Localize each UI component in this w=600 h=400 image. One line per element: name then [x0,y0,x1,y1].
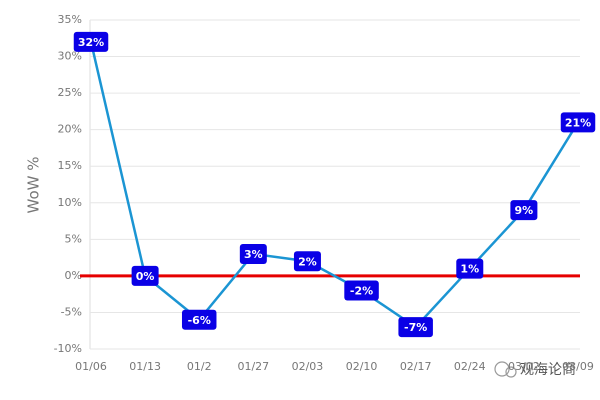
watermark: 观海论商 [520,362,576,378]
x-tick-label: 02/17 [400,360,432,373]
x-tick-label: 02/10 [346,360,378,373]
x-tick-label: 01/2 [187,360,212,373]
value-label-box [560,112,596,133]
value-label-box [398,317,433,338]
value-label: -7% [404,321,427,334]
x-tick-label: 02/03 [292,360,324,373]
value-label-box [456,258,484,279]
value-label-box [73,31,109,52]
y-tick-label: -10% [54,342,82,355]
x-tick-label: 02/24 [454,360,486,373]
y-tick-label: -5% [61,305,82,318]
value-label: -2% [350,285,373,298]
value-label: -6% [188,314,211,327]
x-tick-label: 01/27 [237,360,269,373]
value-label: 0% [136,270,155,283]
value-label: 32% [78,36,104,49]
value-label-box [344,280,379,301]
watermark-icon [494,361,517,378]
y-tick-label: 15% [58,159,82,172]
value-label: 1% [460,263,479,276]
y-tick-label: 5% [65,232,82,245]
value-label-box [181,309,217,330]
value-label-box [131,265,159,286]
value-label-box [293,251,321,272]
x-tick-label: 03/09 [562,360,594,373]
value-label: 2% [298,255,317,268]
value-label: 3% [244,248,263,261]
x-tick-label: 01/06 [75,360,107,373]
y-tick-label: 30% [58,50,82,63]
value-label: 9% [515,204,534,217]
line [89,41,580,329]
value-label-box [510,200,538,221]
y-tick-label: 0% [65,269,82,282]
x-tick-label: 01/13 [129,360,161,373]
y-axis-label: WoW % [25,157,43,214]
y-tick-label: 25% [58,86,82,99]
y-tick-label: 20% [58,123,82,136]
y-tick-label: 35% [58,13,82,26]
x-tick-label: 03/02 [508,360,540,373]
value-label: 21% [565,116,591,129]
value-label-box [239,243,267,264]
y-tick-label: 10% [58,196,82,209]
